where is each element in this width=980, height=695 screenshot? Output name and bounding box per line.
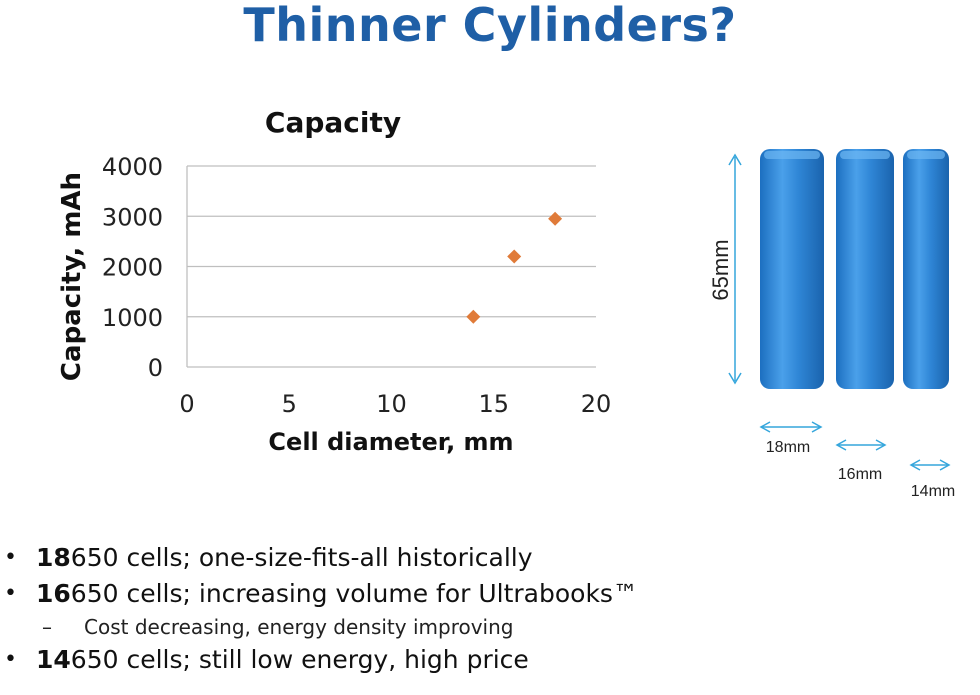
cell-size-figure: 65mm 18mm 16mm 14mm (708, 149, 955, 500)
height-label: 65mm (708, 239, 733, 300)
cell-14650 (903, 149, 949, 389)
chart-title: Capacity (265, 106, 401, 139)
data-point (548, 211, 563, 226)
cell-18650 (760, 149, 824, 389)
height-arrow (728, 153, 742, 385)
sub-bullet-dash: – (42, 615, 52, 639)
bullet-text: 650 cells; increasing volume for Ultrabo… (70, 579, 638, 608)
y-tick-label: 2000 (102, 254, 163, 282)
data-point (466, 309, 481, 324)
x-tick-label: 20 (581, 390, 612, 418)
capacity-chart: 0 1000 2000 3000 4000 0 5 10 15 20 Capacity Cell di… (57, 106, 612, 456)
y-tick-label: 3000 (102, 203, 163, 231)
diameter-label-18: 18mm (766, 439, 810, 456)
x-axis-label: Cell diameter, mm (268, 428, 513, 456)
diameter-arrow-18 (759, 421, 823, 433)
sub-bullet-text: Cost decreasing, energy density improvin… (84, 615, 514, 639)
bullet-14650: • 14650 cells; still low energy, high pri… (0, 642, 980, 678)
x-tick-label: 10 (376, 390, 407, 418)
diameter-arrow-16 (835, 439, 887, 451)
diameter-label-14: 14mm (911, 483, 955, 500)
slide-title: Thinner Cylinders? (243, 0, 737, 52)
x-tick-label: 0 (179, 390, 194, 418)
diameter-label-16: 16mm (838, 466, 882, 483)
bullet-text: 650 cells; still low energy, high price (70, 645, 529, 674)
y-axis-label: Capacity, mAh (57, 172, 87, 381)
sub-bullet-cost: – Cost decreasing, energy density improvi… (0, 612, 980, 642)
bullet-bold-prefix: 16 (36, 579, 71, 608)
bullet-dot: • (4, 647, 17, 672)
bullet-dot: • (4, 545, 17, 570)
diameter-arrow-14 (909, 459, 951, 471)
x-tick-label: 15 (478, 390, 509, 418)
x-tick-label: 5 (282, 390, 297, 418)
cell-16650 (836, 149, 894, 389)
y-tick-label: 4000 (102, 153, 163, 181)
data-point (507, 249, 522, 264)
bullet-text: 650 cells; one-size-fits-all historicall… (70, 543, 533, 572)
bullet-dot: • (4, 581, 17, 606)
bullet-bold-prefix: 18 (36, 543, 71, 572)
bullet-bold-prefix: 14 (36, 645, 71, 674)
bullet-list: • 18650 cells; one-size-fits-all historic… (0, 540, 980, 678)
bullet-18650: • 18650 cells; one-size-fits-all historic… (0, 540, 980, 576)
y-tick-label: 1000 (102, 304, 163, 332)
bullet-16650: • 16650 cells; increasing volume for Ultr… (0, 576, 980, 612)
y-tick-label: 0 (148, 354, 163, 382)
